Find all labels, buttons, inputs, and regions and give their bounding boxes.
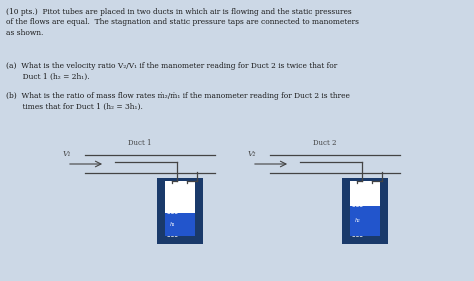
Bar (157, 178, 203, 244)
Text: (10 pts.)  Pitot tubes are placed in two ducts in which air is flowing and the s: (10 pts.) Pitot tubes are placed in two … (6, 8, 359, 37)
Text: h₁: h₁ (170, 222, 176, 227)
Bar (165, 213, 195, 236)
Bar (160, 236, 200, 241)
Bar (350, 206, 380, 236)
Text: V₁: V₁ (63, 150, 72, 158)
Text: h₂: h₂ (355, 219, 361, 223)
Bar (380, 181, 385, 241)
Bar (160, 181, 200, 241)
Bar (345, 181, 385, 241)
Text: V₂: V₂ (248, 150, 256, 158)
Bar (345, 181, 350, 241)
Bar (160, 181, 165, 241)
Bar (345, 236, 385, 241)
Text: Duct 2: Duct 2 (313, 139, 337, 147)
Bar (342, 178, 388, 244)
Text: (a)  What is the velocity ratio V₂/V₁ if the manometer reading for Duct 2 is twi: (a) What is the velocity ratio V₂/V₁ if … (6, 62, 337, 80)
Text: Duct 1: Duct 1 (128, 139, 152, 147)
Bar (195, 181, 200, 241)
Text: (b)  What is the ratio of mass flow rates ṁ₂/ṁ₁ if the manometer reading for Duc: (b) What is the ratio of mass flow rates… (6, 92, 350, 110)
